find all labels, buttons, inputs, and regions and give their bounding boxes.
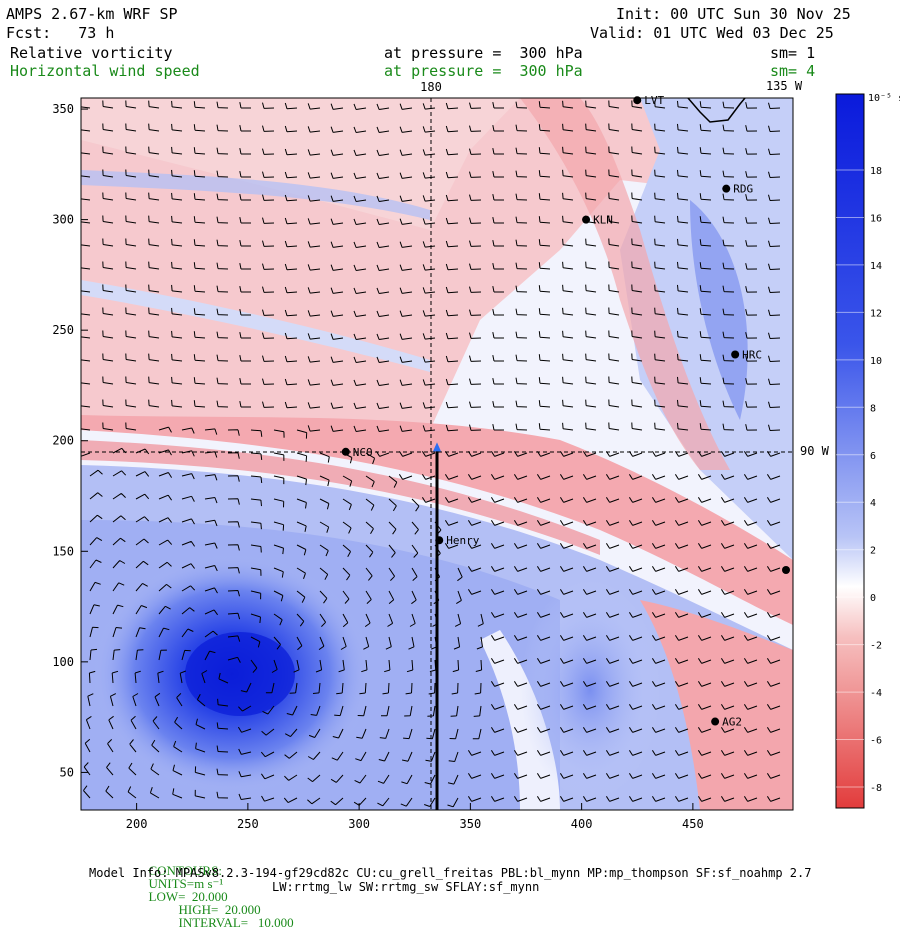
field-2-smoothing: sm= 4 — [770, 62, 816, 80]
colorbar-level-label: 18 — [870, 166, 882, 177]
station-dot — [435, 536, 444, 545]
x-axis: 200 250 300 350 400 450 — [126, 803, 704, 831]
station-label: NCO — [353, 446, 373, 459]
plot-frame — [80, 97, 794, 811]
shaded-field — [81, 98, 793, 810]
x-tick-label: 450 — [682, 817, 704, 831]
station-label: HRC — [742, 348, 762, 361]
y-tick-label: 50 — [60, 765, 74, 779]
colorbar-levels: 18 16 14 12 10 8 6 4 2 0 -2 -4 -6 -8 — [836, 166, 882, 794]
init-time: Init: 00 UTC Sun 30 Nov 25 — [616, 5, 851, 23]
vorticity-wind-map: 200 250 300 350 400 450 50100150200250300350 … — [52, 79, 900, 831]
colorbar-level-label: -8 — [870, 783, 882, 794]
colorbar-level-label: 2 — [870, 546, 876, 557]
y-tick-label: 150 — [52, 544, 74, 558]
forecast-hour: Fcst: 73 h — [6, 24, 115, 42]
model-info: Model Info: MPASv8.2.3-194-gf29cd82c CU:… — [89, 866, 812, 880]
x-tick-label: 400 — [571, 817, 593, 831]
station-dot — [711, 717, 720, 726]
x-tick-label: 300 — [348, 817, 370, 831]
station-dot-edge — [782, 566, 790, 574]
station-label: KLN — [593, 214, 613, 227]
cross-section-marker — [433, 442, 441, 452]
y-tick-label: 300 — [52, 213, 74, 227]
colorbar-level-label: 12 — [870, 308, 882, 319]
field-1-name: Relative vorticity — [10, 44, 173, 62]
x-tick-label: 350 — [460, 817, 482, 831]
y-axis: 50 100 150 200 250 300 350 — [52, 102, 88, 779]
field-2-pressure: at pressure = 300 hPa — [384, 62, 583, 80]
station-dot — [633, 96, 642, 105]
colorbar-level-label: 16 — [870, 213, 882, 224]
model-info-2: LW:rrtmg_lw SW:rrtmg_sw SFLAY:sf_mynn — [272, 880, 540, 894]
y-tick-label: 200 — [52, 434, 74, 448]
colorbar-level-label: -2 — [870, 641, 882, 652]
x-tick-label: 250 — [237, 817, 259, 831]
y-tick-label: 250 — [52, 323, 74, 337]
station-label: RDG — [733, 183, 753, 196]
colorbar — [835, 93, 865, 809]
colorbar-level-label: 0 — [870, 593, 876, 604]
station-dot — [722, 184, 731, 193]
model-title: AMPS 2.67-km WRF SP — [6, 5, 178, 23]
colorbar-level-label: -4 — [870, 688, 882, 699]
station-label: LVT — [644, 94, 664, 107]
label-180: 180 — [420, 80, 442, 94]
stations: NCO KLN RDG HRC Henry AG2 LVT — [341, 94, 762, 729]
contours-label: CONTOURS: — [148, 863, 222, 878]
field-2-name: Horizontal wind speed — [10, 62, 200, 80]
y-tick-label: 350 — [52, 102, 74, 116]
colorbar-unit: 10⁻⁵ s⁻¹ — [868, 93, 900, 104]
colorbar-level-label: 14 — [870, 261, 882, 272]
station-dot — [731, 350, 740, 359]
label-90w: 90 W — [800, 444, 830, 458]
barb-field — [81, 100, 781, 808]
coastline — [687, 98, 746, 123]
field-1-pressure: at pressure = 300 hPa — [384, 44, 583, 62]
wind-barbs — [81, 100, 781, 808]
station-label: Henry — [446, 534, 479, 547]
y-tick-label: 100 — [52, 655, 74, 669]
colorbar-level-label: 8 — [870, 403, 876, 414]
label-135w: 135 W — [766, 79, 803, 93]
station-dot — [341, 447, 350, 456]
contours-interval: INTERVAL= 10.000 — [178, 915, 294, 930]
field-1-smoothing: sm= 1 — [770, 44, 816, 62]
station-label: AG2 — [722, 716, 742, 729]
colorbar-level-label: -6 — [870, 736, 882, 747]
station-dot — [582, 215, 591, 224]
contours-units: UNITS=m s⁻¹ — [148, 876, 224, 891]
valid-time: Valid: 01 UTC Wed 03 Dec 25 — [590, 24, 834, 42]
colorbar-level-label: 6 — [870, 451, 876, 462]
x-tick-label: 200 — [126, 817, 148, 831]
contours-info: CONTOURS: UNITS=m s⁻¹ LOW= 20.000 HIGH= … — [142, 851, 294, 929]
colorbar-level-label: 4 — [870, 498, 876, 509]
colorbar-level-label: 10 — [870, 356, 882, 367]
